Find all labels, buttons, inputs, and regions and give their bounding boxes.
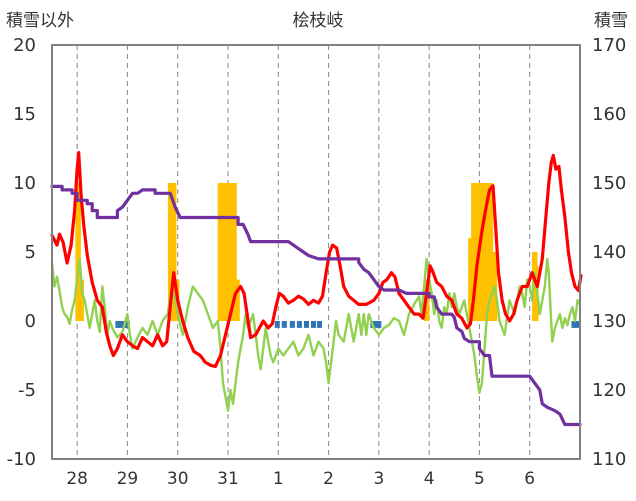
right-tick-label: 130 [592,311,626,332]
precip-bar [310,321,316,328]
sunshine-bar [75,183,81,321]
precip-bar [124,321,130,328]
plot-frame [51,44,581,460]
x-tick-label: 1 [273,469,284,489]
sunshine-bar [532,265,539,321]
precip-bar [118,321,124,328]
x-axis-ticks: 28 29 30 31 1 2 3 4 5 6 [66,469,535,489]
sunshine-bar [221,183,227,321]
dewpoint-line [50,257,582,412]
sunshine-bar [217,183,224,321]
x-tick-label: 3 [373,469,384,489]
x-tick-label: 29 [117,469,139,489]
x-tick-label: 31 [217,469,239,489]
chart-title: 桧枝岐 [293,11,344,31]
left-axis-ticks: 20 15 10 5 0 -5 -10 [7,35,36,470]
precip-bar [373,321,379,328]
right-tick-label: 140 [592,242,626,263]
precip-bar [115,321,121,328]
x-tick-label: 6 [524,469,535,489]
precip-bar [303,321,309,328]
right-tick-label: 160 [592,104,626,125]
sunshine-bar [231,183,237,321]
right-axis-ticks: 170 160 150 140 130 120 110 [592,35,626,470]
sunshine-bar [480,183,487,321]
x-tick-label: 28 [66,469,88,489]
precip-bar [317,321,323,328]
sunshine-bar [487,183,494,321]
sunshine-bar [234,279,240,321]
sunshine-bar [167,183,174,321]
precip-bar [376,321,382,328]
left-tick-label: 0 [25,311,36,332]
right-tick-label: 150 [592,173,626,194]
sunshine-bar [484,183,490,321]
series-lines [50,151,583,427]
left-tick-label: -5 [18,380,36,401]
precip-bar [281,321,287,328]
precip-bar [296,321,302,328]
right-axis-label: 積雪 [594,11,628,31]
x-tick-label: 30 [167,469,189,489]
snow-line [50,184,582,427]
left-tick-label: 5 [25,242,36,263]
left-tick-label: 10 [13,173,36,194]
x-tick-label: 2 [323,469,334,489]
left-tick-label: 15 [13,104,36,125]
sunshine-bar [78,279,84,321]
left-tick-label: -10 [7,449,36,470]
sunshine-bar [170,183,177,321]
left-tick-label: 20 [13,35,36,56]
sunshine-bar [471,183,477,321]
sunshine-bar [468,238,474,321]
precip-bar [289,321,295,328]
sunshine-bar [227,183,234,321]
temp-line [50,151,583,369]
precip-bar [274,321,280,328]
right-tick-label: 120 [592,380,626,401]
x-tick-label: 5 [474,469,485,489]
precip-bar [571,321,577,328]
right-tick-label: 110 [592,449,626,470]
left-axis-label: 積雪以外 [6,11,74,31]
sunshine-bar [474,183,480,321]
sunshine-bars [75,183,539,321]
right-tick-label: 170 [592,35,626,56]
sunshine-bar [224,183,230,321]
precip-bar [575,321,581,328]
x-tick-label: 4 [424,469,435,489]
